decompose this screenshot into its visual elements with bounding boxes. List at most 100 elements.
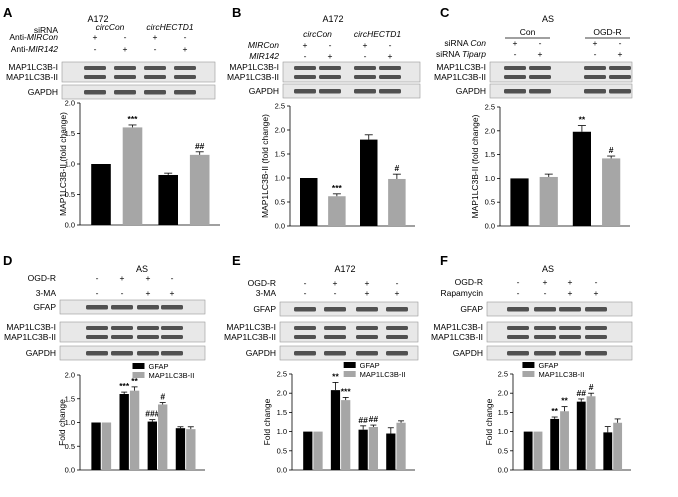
blot-band (386, 335, 408, 339)
blot-label: MAP1LC3B-I (8, 62, 58, 72)
bar (613, 422, 623, 470)
legend-label: GFAP (149, 362, 169, 371)
treatment-label: 3-MA (36, 288, 57, 298)
significance-annotation: ## (369, 414, 379, 424)
legend-label: GFAP (538, 361, 558, 370)
y-tick-label: 0.5 (65, 190, 75, 199)
bar (539, 176, 558, 226)
treatment-sign: - (121, 288, 124, 298)
blot-band (111, 305, 133, 310)
significance-annotation: *** (119, 381, 130, 391)
group-header: siRNA (34, 25, 58, 35)
blot-band (174, 90, 196, 95)
blot-label: MAP1LC3B-II (4, 332, 56, 342)
group-label: circCon (303, 29, 332, 39)
treatment-sign: + (170, 288, 175, 298)
treatment-label-italic: Tiparp (462, 49, 486, 59)
treatment-sign: - (304, 51, 307, 61)
bar (572, 131, 591, 226)
blot-band (584, 89, 606, 94)
y-tick-label: 2.5 (277, 370, 287, 379)
blot-band (144, 75, 166, 79)
treatment-label-prefix: OGD-R (455, 277, 483, 287)
blot-label: GFAP (460, 304, 483, 314)
y-tick-label: 2.0 (65, 371, 75, 380)
blot-label: MAP1LC3B-I (436, 62, 486, 72)
panel-letter: C (440, 5, 450, 20)
significance-annotation: *** (332, 183, 343, 193)
significance-annotation: ## (358, 415, 368, 425)
y-tick-label: 2.5 (275, 102, 285, 111)
y-tick-label: 1.0 (277, 427, 287, 436)
treatment-label-italic: MIRCon (27, 32, 58, 42)
bar (602, 158, 621, 226)
blot-band (294, 307, 316, 312)
blot-band (504, 66, 526, 70)
significance-annotation: # (160, 392, 165, 402)
legend-swatch (132, 372, 145, 378)
blot-band (111, 326, 133, 330)
treatment-sign: + (123, 44, 128, 54)
y-axis-label: Fold change (484, 398, 494, 445)
blot-label: MAP1LC3B-II (227, 72, 279, 82)
treatment-label-prefix: Rapamycin (440, 288, 483, 298)
blot-band (161, 335, 183, 339)
significance-annotation: # (589, 382, 594, 392)
blot-strip (61, 84, 216, 100)
blot-band (356, 351, 378, 356)
y-axis-label: MAP1LC3B-II (fold change) (260, 114, 270, 218)
treatment-sign: + (513, 38, 518, 48)
bar (341, 400, 351, 470)
treatment-sign: - (304, 288, 307, 298)
treatment-sign: + (543, 277, 548, 287)
blot-label: GFAP (33, 302, 56, 312)
blot-band (86, 305, 108, 310)
y-tick-label: 0.5 (277, 446, 287, 455)
treatment-label: MIR142 (249, 51, 279, 61)
treatment-sign: - (154, 44, 157, 54)
blot-band (356, 335, 378, 339)
panel-letter: B (232, 5, 241, 20)
significance-annotation: ## (577, 388, 587, 398)
blot-band (86, 326, 108, 330)
y-tick-label: 1.0 (65, 418, 75, 427)
blot-strip (59, 321, 206, 343)
blot-band (324, 335, 346, 339)
bar (300, 178, 318, 226)
bar (122, 127, 143, 225)
blot-band (354, 75, 376, 79)
panel-letter: E (232, 253, 241, 268)
blot-band (379, 75, 401, 79)
panel-letter: F (440, 253, 448, 268)
legend-swatch (132, 363, 145, 369)
treatment-sign: + (594, 288, 599, 298)
blot-strip (279, 301, 419, 317)
treatment-sign: - (594, 49, 597, 59)
blot-label: GAPDH (456, 86, 486, 96)
blot-band (609, 75, 631, 79)
blot-band (386, 326, 408, 330)
significance-annotation: ## (195, 141, 205, 151)
treatment-sign: - (94, 44, 97, 54)
bar (158, 174, 178, 225)
treatment-sign: - (364, 51, 367, 61)
blot-label: MAP1LC3B-I (433, 322, 483, 332)
blot-label: GAPDH (249, 86, 279, 96)
y-tick-label: 1.0 (485, 174, 495, 183)
significance-annotation: *** (128, 114, 139, 124)
blot-band (86, 335, 108, 339)
treatment-sign: + (395, 288, 400, 298)
treatment-sign: - (96, 288, 99, 298)
y-tick-label: 2.5 (498, 370, 508, 379)
bar (147, 421, 157, 470)
blot-band (354, 66, 376, 70)
y-tick-label: 2.0 (498, 389, 508, 398)
blot-band (319, 75, 341, 79)
blot-band (84, 75, 106, 79)
treatment-label: 3-MA (256, 288, 277, 298)
treatment-label-italic: MIR142 (28, 44, 58, 54)
blot-label: MAP1LC3B-I (226, 322, 276, 332)
